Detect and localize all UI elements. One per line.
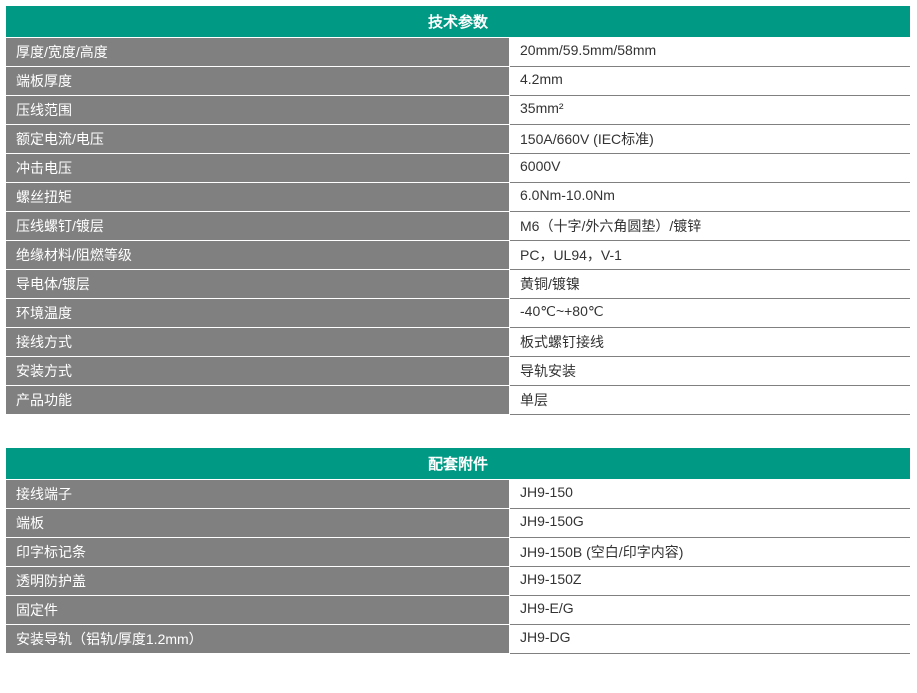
tech_specs-value: 35mm² (510, 96, 910, 125)
table-row: 压线螺钉/镀层M6（十字/外六角圆垫）/镀锌 (6, 212, 910, 241)
tech_specs-value: 板式螺钉接线 (510, 328, 910, 357)
tech_specs-label: 端板厚度 (6, 67, 510, 95)
accessories-label: 端板 (6, 509, 510, 537)
tech_specs-value: 20mm/59.5mm/58mm (510, 38, 910, 67)
accessories-table: 配套附件 接线端子JH9-150端板JH9-150G印字标记条JH9-150B … (6, 448, 910, 653)
tech_specs-label: 螺丝扭矩 (6, 183, 510, 211)
tech-specs-title: 技术参数 (6, 6, 910, 38)
tech_specs-value: 单层 (510, 386, 910, 415)
tech_specs-label: 绝缘材料/阻燃等级 (6, 241, 510, 269)
table-row: 额定电流/电压150A/660V (IEC标准) (6, 125, 910, 154)
table-row: 印字标记条JH9-150B (空白/印字内容) (6, 538, 910, 567)
tech-specs-body: 厚度/宽度/高度20mm/59.5mm/58mm端板厚度4.2mm压线范围35m… (6, 38, 910, 414)
table-row: 压线范围35mm² (6, 96, 910, 125)
tech_specs-label: 安装方式 (6, 357, 510, 385)
tech_specs-label: 产品功能 (6, 386, 510, 414)
table-row: 固定件JH9-E/G (6, 596, 910, 625)
tech_specs-label: 导电体/镀层 (6, 270, 510, 298)
tech_specs-value: -40℃~+80℃ (510, 299, 910, 328)
tech_specs-label: 压线范围 (6, 96, 510, 124)
table-row: 接线端子JH9-150 (6, 480, 910, 509)
accessories-value: JH9-150Z (510, 567, 910, 596)
accessories-label: 透明防护盖 (6, 567, 510, 595)
tech_specs-label: 压线螺钉/镀层 (6, 212, 510, 240)
table-row: 透明防护盖JH9-150Z (6, 567, 910, 596)
tech_specs-value: M6（十字/外六角圆垫）/镀锌 (510, 212, 910, 241)
accessories-body: 接线端子JH9-150端板JH9-150G印字标记条JH9-150B (空白/印… (6, 480, 910, 653)
table-row: 产品功能单层 (6, 386, 910, 414)
accessories-title: 配套附件 (6, 448, 910, 480)
table-row: 安装方式导轨安装 (6, 357, 910, 386)
accessories-value: JH9-E/G (510, 596, 910, 625)
table-row: 厚度/宽度/高度20mm/59.5mm/58mm (6, 38, 910, 67)
accessories-label: 安装导轨（铝轨/厚度1.2mm） (6, 625, 510, 653)
accessories-label: 接线端子 (6, 480, 510, 508)
tech_specs-value: 6.0Nm-10.0Nm (510, 183, 910, 212)
table-row: 接线方式板式螺钉接线 (6, 328, 910, 357)
tech_specs-value: 150A/660V (IEC标准) (510, 125, 910, 154)
accessories-value: JH9-150 (510, 480, 910, 509)
table-row: 螺丝扭矩6.0Nm-10.0Nm (6, 183, 910, 212)
tech_specs-label: 冲击电压 (6, 154, 510, 182)
tech_specs-value: 黄铜/镀镍 (510, 270, 910, 299)
accessories-value: JH9-150B (空白/印字内容) (510, 538, 910, 567)
table-row: 导电体/镀层黄铜/镀镍 (6, 270, 910, 299)
tech_specs-value: PC，UL94，V-1 (510, 241, 910, 270)
tech_specs-value: 6000V (510, 154, 910, 183)
tech_specs-label: 厚度/宽度/高度 (6, 38, 510, 66)
accessories-label: 印字标记条 (6, 538, 510, 566)
table-row: 冲击电压6000V (6, 154, 910, 183)
table-row: 端板JH9-150G (6, 509, 910, 538)
table-row: 绝缘材料/阻燃等级PC，UL94，V-1 (6, 241, 910, 270)
accessories-value: JH9-150G (510, 509, 910, 538)
tech_specs-label: 额定电流/电压 (6, 125, 510, 153)
table-row: 安装导轨（铝轨/厚度1.2mm）JH9-DG (6, 625, 910, 653)
tech-specs-table: 技术参数 厚度/宽度/高度20mm/59.5mm/58mm端板厚度4.2mm压线… (6, 6, 910, 414)
tech_specs-value: 4.2mm (510, 67, 910, 96)
tech_specs-value: 导轨安装 (510, 357, 910, 386)
accessories-value: JH9-DG (510, 625, 910, 654)
table-row: 端板厚度4.2mm (6, 67, 910, 96)
table-row: 环境温度-40℃~+80℃ (6, 299, 910, 328)
tech_specs-label: 接线方式 (6, 328, 510, 356)
tech_specs-label: 环境温度 (6, 299, 510, 327)
